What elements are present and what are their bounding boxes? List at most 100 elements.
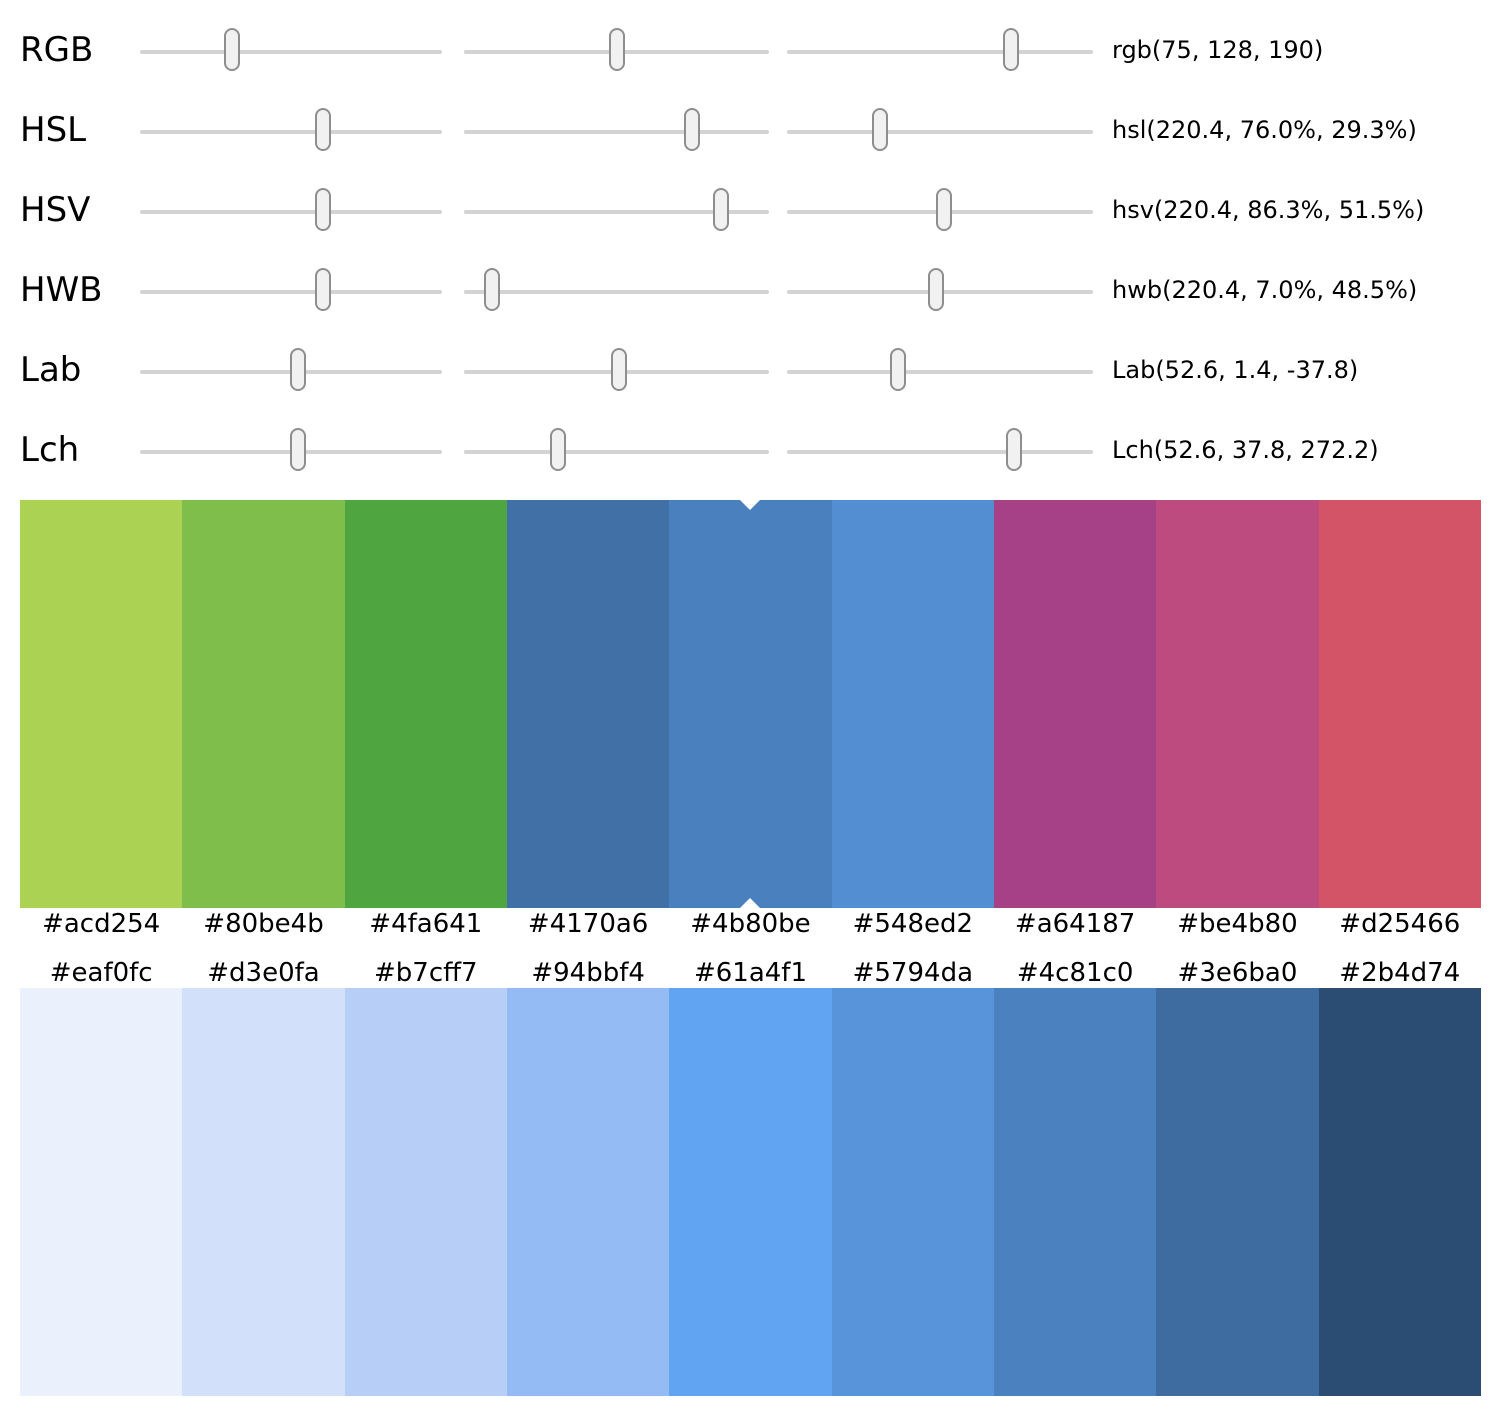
slider-thumb[interactable] [610,348,627,391]
slider-track [787,369,1093,374]
harmony-hex-label-7: #be4b80 [1177,908,1298,939]
harmony-swatch-5[interactable] [831,500,994,908]
scale-swatch-8[interactable] [1318,987,1481,1396]
colorspace-label-rgb: RGB [20,30,94,70]
lab-b-slider[interactable] [787,332,1093,412]
lch-chroma-slider[interactable] [464,412,769,492]
harmony-hex-label-4: #4b80be [690,908,811,939]
slider-row-hsv: HSV hsv(220.4, 86.3%, 51.5%) [20,172,1481,252]
hsv-saturation-slider[interactable] [464,172,769,252]
slider-track [787,129,1093,134]
slider-thumb[interactable] [484,268,501,311]
slider-row-hsl: HSL hsl(220.4, 76.0%, 29.3%) [20,92,1481,172]
slider-thumb[interactable] [290,428,307,471]
slider-thumb[interactable] [315,108,332,151]
rgb-green-slider[interactable] [464,12,769,92]
harmony-hex-label-8: #d25466 [1339,908,1461,939]
slider-track [464,449,769,454]
hsl-lightness-slider[interactable] [787,92,1093,172]
hsv-hue-slider[interactable] [140,172,442,252]
scale-swatch-7[interactable] [1156,987,1319,1396]
scale-swatch-4[interactable] [669,987,832,1396]
scale-swatch-2[interactable] [344,987,507,1396]
slider-thumb[interactable] [550,428,567,471]
slider-track [140,209,442,214]
hsv-value-text: hsv(220.4, 86.3%, 51.5%) [1112,195,1425,224]
hsl-hue-slider[interactable] [140,92,442,172]
slider-track [140,129,442,134]
harmony-hex-label-2: #4fa641 [369,908,483,939]
rgb-value-text: rgb(75, 128, 190) [1112,35,1324,64]
harmony-hex-label-3: #4170a6 [527,908,649,939]
hsl-saturation-slider[interactable] [464,92,769,172]
harmony-swatch-7[interactable] [1156,500,1319,908]
slider-thumb[interactable] [224,28,241,71]
slider-thumb[interactable] [315,188,332,231]
slider-thumb[interactable] [609,28,626,71]
slider-thumb[interactable] [683,108,700,151]
scale-palette [20,987,1481,1396]
harmony-swatch-3[interactable] [506,500,670,908]
harmony-hex-labels: #acd254 #80be4b #4fa641 #4170a6 #4b80be … [20,908,1481,939]
slider-thumb[interactable] [315,268,332,311]
rgb-blue-slider[interactable] [787,12,1093,92]
harmony-palette [20,500,1481,908]
lab-a-slider[interactable] [464,332,769,412]
slider-panel: RGB rgb(75, 128, 190) HSL [20,0,1481,492]
slider-track [464,129,769,134]
slider-thumb[interactable] [290,348,307,391]
slider-track [140,289,442,294]
scale-hex-label-5: #5794da [852,957,973,988]
scale-swatch-3[interactable] [506,987,670,1396]
harmony-swatch-6[interactable] [993,500,1157,908]
lch-lightness-slider[interactable] [140,412,442,492]
selected-swatch-notch-bottom [739,897,760,908]
lab-value-text: Lab(52.6, 1.4, -37.8) [1112,355,1359,384]
slider-row-hwb: HWB hwb(220.4, 7.0%, 48.5%) [20,252,1481,332]
slider-thumb[interactable] [1003,28,1020,71]
scale-swatch-1[interactable] [182,987,345,1396]
harmony-hex-label-6: #a64187 [1014,908,1136,939]
hwb-hue-slider[interactable] [140,252,442,332]
lab-lightness-slider[interactable] [140,332,442,412]
harmony-swatch-1[interactable] [182,500,345,908]
rgb-red-slider[interactable] [140,12,442,92]
slider-track [787,49,1093,54]
slider-thumb[interactable] [871,108,888,151]
colorspace-label-hsv: HSV [20,190,91,230]
scale-swatch-6[interactable] [993,987,1157,1396]
hwb-blackness-slider[interactable] [787,252,1093,332]
slider-track [787,449,1093,454]
scale-hex-label-1: #d3e0fa [207,957,320,988]
scale-hex-label-4: #61a4f1 [693,957,807,988]
slider-row-lch: Lch Lch(52.6, 37.8, 272.2) [20,412,1481,492]
slider-track [464,289,769,294]
harmony-hex-label-1: #80be4b [203,908,324,939]
lch-hue-slider[interactable] [787,412,1093,492]
colorspace-label-hsl: HSL [20,110,87,150]
scale-swatch-5[interactable] [831,987,994,1396]
harmony-swatch-2[interactable] [344,500,507,908]
slider-track [140,49,442,54]
harmony-swatch-0[interactable] [20,500,183,908]
colorspace-label-lch: Lch [20,430,80,470]
slider-thumb[interactable] [1006,428,1023,471]
slider-thumb[interactable] [889,348,906,391]
hsl-value-text: hsl(220.4, 76.0%, 29.3%) [1112,115,1417,144]
slider-thumb[interactable] [936,188,953,231]
harmony-swatch-4[interactable] [669,500,832,908]
hsv-value-slider[interactable] [787,172,1093,252]
slider-thumb[interactable] [927,268,944,311]
harmony-swatch-8[interactable] [1318,500,1481,908]
colorspace-label-hwb: HWB [20,270,103,310]
slider-row-lab: Lab Lab(52.6, 1.4, -37.8) [20,332,1481,412]
colorspace-label-lab: Lab [20,350,82,390]
hwb-whiteness-slider[interactable] [464,252,769,332]
scale-hex-label-8: #2b4d74 [1339,957,1461,988]
harmony-hex-label-5: #548ed2 [852,908,974,939]
scale-hex-label-3: #94bbf4 [531,957,645,988]
slider-thumb[interactable] [713,188,730,231]
scale-swatch-0[interactable] [20,987,183,1396]
scale-hex-label-7: #3e6ba0 [1177,957,1298,988]
